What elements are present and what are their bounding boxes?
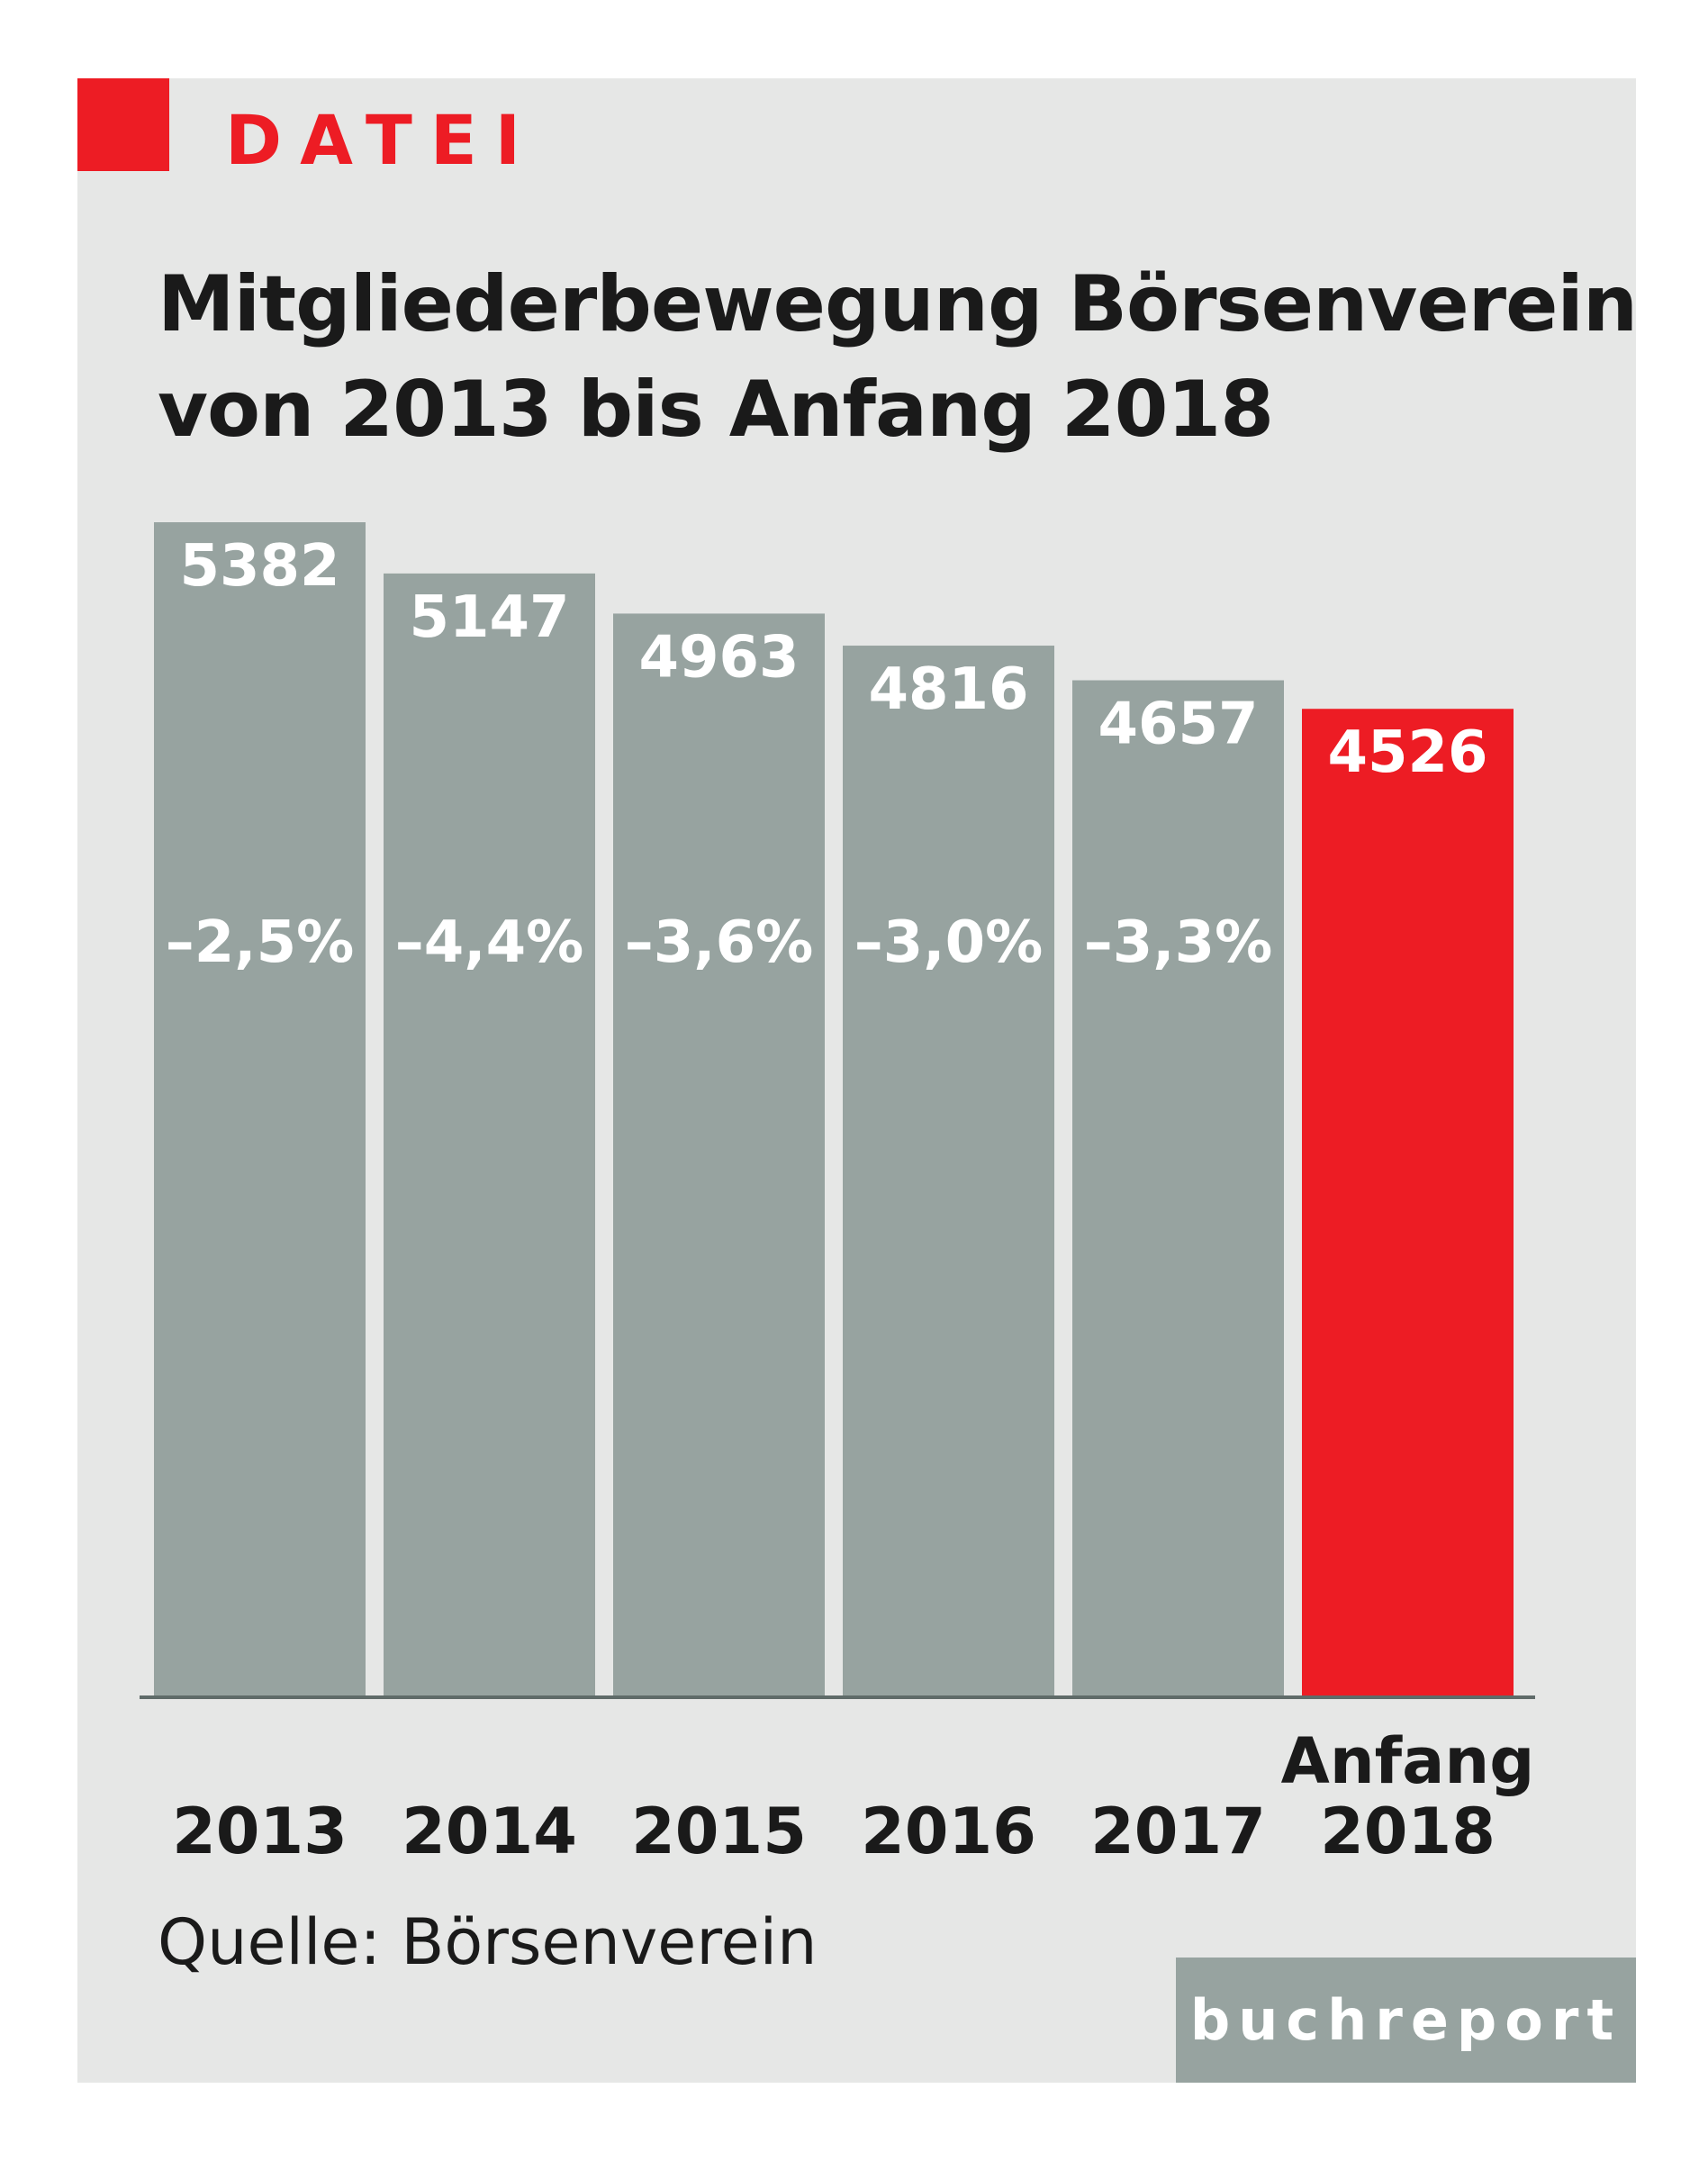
bar-value-label-3: 4816 [868, 656, 1028, 723]
bar-change-label-3: –3,0% [854, 909, 1044, 976]
source-note: Quelle: Börsenverein [158, 1905, 818, 1979]
x-tick-label-0: 2013 [172, 1795, 348, 1868]
bar-4 [1072, 680, 1284, 1695]
bar-5 [1302, 709, 1514, 1695]
bar-change-label-4: –3,3% [1084, 909, 1273, 976]
bar-value-label-4: 4657 [1098, 692, 1258, 758]
x-tick-label-4: 2017 [1090, 1795, 1266, 1868]
bar-value-label-2: 4963 [638, 624, 799, 691]
x-tick-label-5-0: Anfang [1281, 1724, 1535, 1798]
bar-change-label-0: –2,5% [166, 909, 355, 976]
bar-change-label-1: –4,4% [395, 909, 584, 976]
x-tick-label-2: 2015 [631, 1795, 807, 1868]
chart-title-line-1: Mitgliederbewegung Börsenverein [158, 259, 1638, 349]
x-tick-label-1: 2014 [402, 1795, 577, 1868]
brand-logo: buchreport [1189, 1987, 1622, 2053]
bar-value-label-5: 4526 [1327, 719, 1487, 786]
bar-value-label-0: 5382 [179, 533, 339, 600]
bar-1 [384, 573, 595, 1695]
bar-change-label-2: –3,6% [625, 909, 814, 976]
brand-box: buchreport [1176, 1958, 1636, 2083]
chart-title-line-2: von 2013 bis Anfang 2018 [158, 365, 1274, 455]
kicker-label: DATEI [225, 100, 539, 180]
bar-value-label-1: 5147 [409, 584, 569, 651]
x-tick-label-3: 2016 [861, 1795, 1036, 1868]
bar-3 [843, 646, 1054, 1695]
bar-0 [154, 522, 366, 1695]
bar-2 [613, 613, 825, 1695]
kicker-accent-square [77, 78, 169, 171]
x-tick-label-5-1: 2018 [1320, 1795, 1496, 1868]
